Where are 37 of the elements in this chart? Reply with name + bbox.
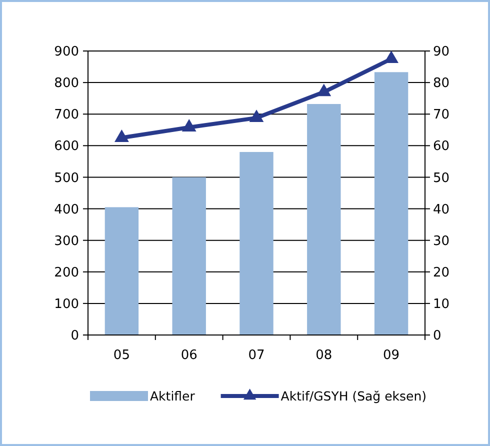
x-tick-label: 07 [248, 348, 265, 363]
y2-tick-label: 80 [433, 76, 450, 92]
legend-label: Aktif/GSYH (Sağ eksen) [280, 388, 427, 404]
bar [374, 72, 408, 335]
y2-tick-label: 30 [433, 234, 450, 249]
y-tick-label: 900 [54, 44, 79, 60]
y2-tick-label: 20 [433, 265, 450, 280]
y-tick-label: 0 [70, 328, 79, 344]
y-tick-label: 600 [54, 139, 79, 154]
bar [240, 152, 274, 335]
y2-tick-label: 50 [433, 170, 450, 186]
y2-tick-label: 70 [433, 108, 450, 123]
point [316, 84, 332, 96]
bar [307, 104, 341, 335]
point [114, 129, 129, 142]
x-tick-label: 09 [383, 348, 400, 363]
point [384, 50, 399, 64]
bar [104, 207, 139, 335]
y-tick-label: 100 [54, 296, 79, 312]
point [249, 110, 264, 122]
x-tick-label: 05 [113, 348, 130, 363]
y2-tick-label: 90 [433, 44, 450, 60]
y2-tick-label: 10 [433, 296, 450, 312]
bar [172, 177, 206, 335]
y-tick-label: 500 [54, 170, 79, 186]
y-tick-label: 400 [54, 202, 79, 218]
y-tick-label: 300 [54, 234, 79, 249]
y-tick-label: 800 [54, 76, 79, 92]
y2-tick-label: 60 [433, 139, 450, 154]
y-tick-label: 200 [54, 265, 79, 280]
x-tick-label: 06 [180, 348, 198, 363]
y2-tick-label: 40 [433, 202, 450, 218]
x-tick-label: 08 [316, 348, 332, 363]
legend-label: Aktifler [150, 388, 196, 404]
y-tick-label: 700 [54, 108, 79, 123]
y2-tick-label: 0 [433, 328, 442, 344]
point [182, 119, 196, 132]
